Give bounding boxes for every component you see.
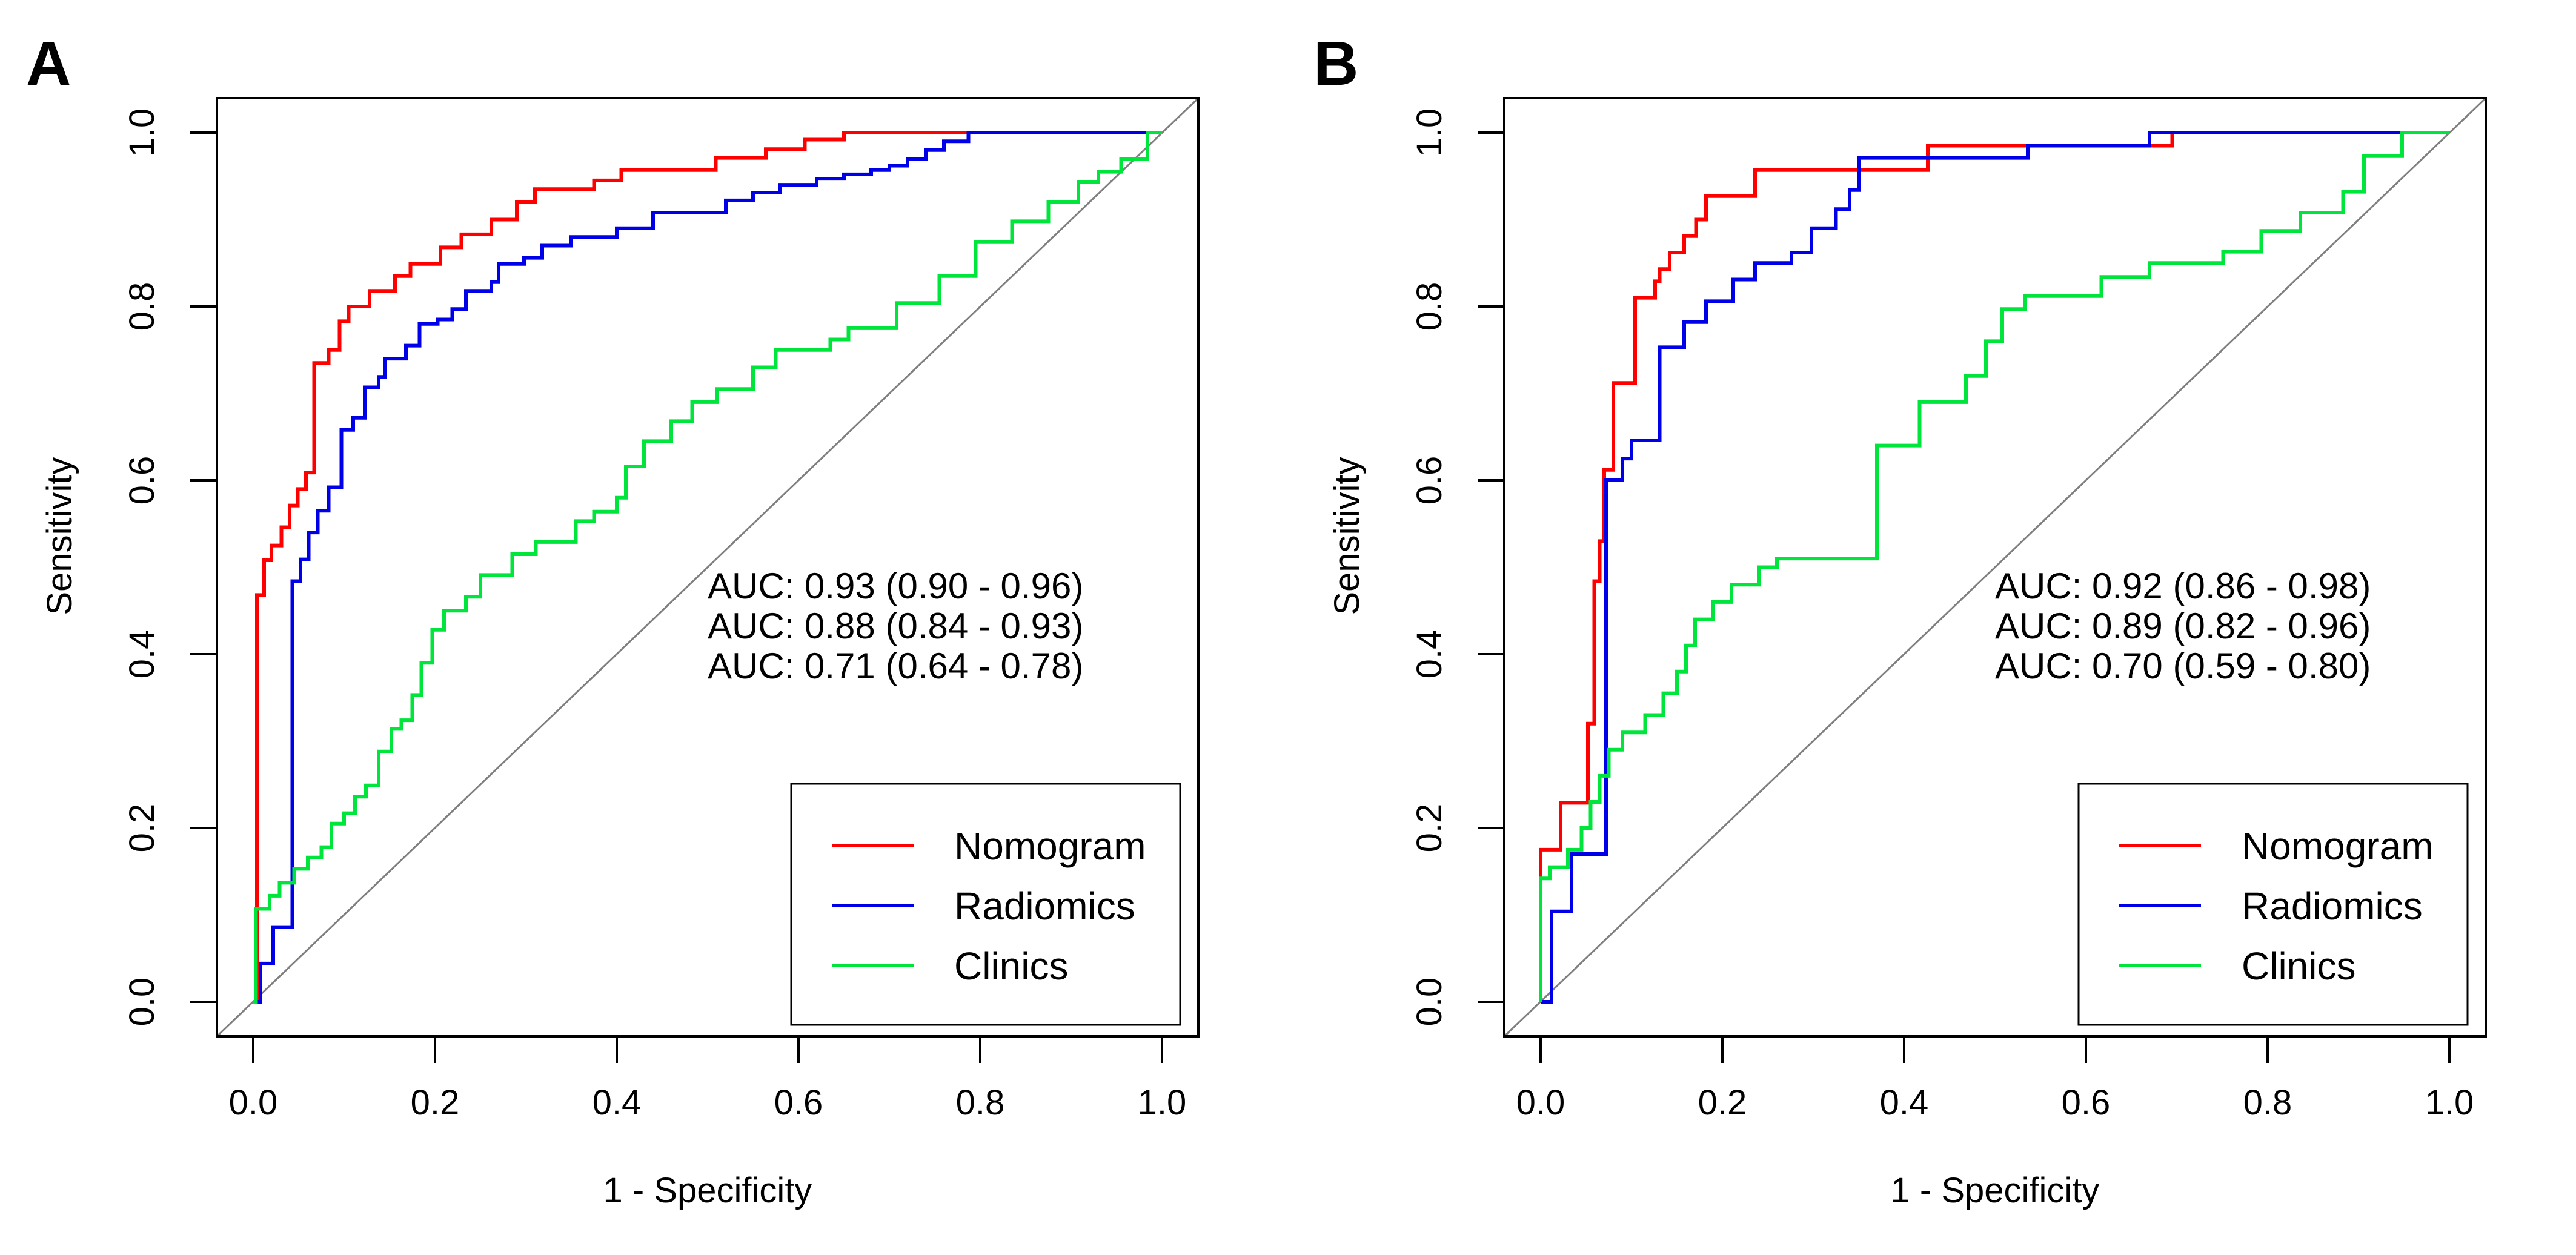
x-tick-label: 0.2 (411, 1083, 460, 1122)
y-tick-label: 0.4 (1410, 630, 1449, 679)
y-tick-label: 0.2 (1410, 804, 1449, 853)
diagonal-reference-line (216, 97, 1200, 1038)
x-tick-label: 0.6 (2062, 1083, 2111, 1122)
x-tick-label: 1.0 (2425, 1083, 2474, 1122)
auc-annotation-radiomics: AUC: 0.89 (0.82 - 0.96) (1995, 606, 2371, 646)
panel-a-yaxis-title: Sensitivity (40, 457, 79, 615)
y-tick-label: 0.4 (122, 630, 162, 679)
auc-annotation-clinics: AUC: 0.71 (0.64 - 0.78) (708, 646, 1083, 686)
x-tick-label: 0.0 (1516, 1083, 1565, 1122)
x-tick-label: 0.2 (1698, 1083, 1747, 1122)
x-tick-label: 0.8 (956, 1083, 1005, 1122)
y-tick-label: 0.0 (122, 978, 162, 1027)
x-tick-label: 0.6 (774, 1083, 823, 1122)
auc-annotation-clinics: AUC: 0.70 (0.59 - 0.80) (1995, 646, 2371, 686)
roc-curve-radiomics (1541, 131, 2449, 1004)
x-tick-label: 1.0 (1138, 1083, 1187, 1122)
y-tick-label: 0.6 (122, 456, 162, 505)
auc-annotation-radiomics: AUC: 0.88 (0.84 - 0.93) (708, 606, 1083, 646)
legend-label-radiomics: Radiomics (2242, 884, 2423, 928)
y-tick-label: 1.0 (1410, 108, 1449, 157)
roc-curve-radiomics (253, 131, 1162, 1004)
panel-a: A 1 - Specificity Sensitivity 0.0 0.2 0.4 0… (26, 28, 1200, 1210)
roc-curve-clinics (1539, 131, 2449, 1002)
plot-box (216, 97, 1200, 1038)
panel-b: B 1 - Specificity Sensitivity 0.0 0.2 0.4 0… (1313, 28, 2487, 1210)
panel-a-label: A (26, 28, 71, 98)
x-tick-label: 0.4 (1880, 1083, 1929, 1122)
y-tick-label: 0.2 (122, 804, 162, 853)
y-tick-label: 1.0 (122, 108, 162, 157)
y-tick-label: 0.8 (1410, 282, 1449, 331)
panel-b-yaxis-title: Sensitivity (1327, 457, 1367, 615)
y-tick-label: 0.0 (1410, 978, 1449, 1027)
plot-box (1503, 97, 2487, 1038)
legend-label-nomogram: Nomogram (2242, 824, 2434, 868)
legend-label-radiomics: Radiomics (954, 884, 1135, 928)
y-tick-label: 0.8 (122, 282, 162, 331)
legend-label-clinics: Clinics (954, 944, 1068, 988)
legend-label-nomogram: Nomogram (954, 824, 1146, 868)
panel-b-xaxis-title: 1 - Specificity (1891, 1171, 2100, 1210)
x-tick-label: 0.0 (229, 1083, 278, 1122)
roc-curve-nomogram (253, 131, 1162, 1004)
panel-a-xaxis-title: 1 - Specificity (603, 1171, 812, 1210)
panel-b-plot-area: 0.0 0.2 0.4 0.6 0.8 1.0 0.0 0.2 0.4 0.6 0.8 1.0 AUC:… (1410, 97, 2487, 1122)
x-tick-label: 0.8 (2243, 1083, 2292, 1122)
auc-annotation-nomogram: AUC: 0.93 (0.90 - 0.96) (708, 566, 1083, 606)
panel-a-plot-area: 0.0 0.2 0.4 0.6 0.8 1.0 0.0 0.2 0.4 0.6 0.8 1.0 AUC:… (122, 97, 1200, 1122)
panel-b-label: B (1313, 28, 1358, 98)
roc-curve-nomogram (1539, 131, 2449, 1002)
y-tick-label: 0.6 (1410, 456, 1449, 505)
x-tick-label: 0.4 (593, 1083, 642, 1122)
legend-label-clinics: Clinics (2242, 944, 2355, 988)
roc-curve-clinics (253, 131, 1162, 1004)
diagonal-reference-line (1503, 97, 2487, 1038)
auc-annotation-nomogram: AUC: 0.92 (0.86 - 0.98) (1995, 566, 2371, 606)
